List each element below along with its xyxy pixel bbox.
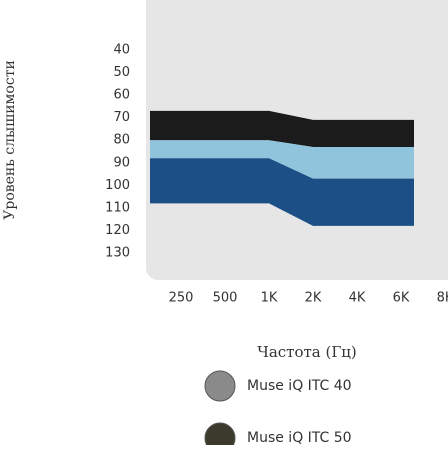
y-tick-label: 90 (113, 155, 130, 170)
x-tick-label: 4K (349, 291, 366, 306)
x-tick-label: 2K (305, 291, 322, 306)
legend-swatch (204, 422, 236, 449)
y-tick-label: 60 (113, 88, 130, 103)
x-tick-label: 1K (261, 291, 278, 306)
band (150, 110, 414, 147)
legend-swatch (204, 370, 236, 402)
y-tick-label: 80 (113, 133, 130, 148)
y-tick-label: 100 (105, 178, 130, 193)
legend-label: Muse iQ ITC 40 (247, 378, 352, 394)
legend-label: Muse iQ ITC 50 (247, 430, 352, 445)
band (150, 140, 414, 179)
x-tick-label: 8K (437, 291, 448, 306)
x-tick-label: 500 (213, 291, 238, 306)
y-tick-label: 110 (105, 200, 130, 215)
x-tick-label: 6K (393, 291, 410, 306)
y-axis-label: Уровень слышимости (2, 60, 18, 220)
x-axis-label: Частота (Гц) (257, 343, 357, 361)
y-tick-label: 70 (113, 110, 130, 125)
x-tick-label: 250 (169, 291, 194, 306)
y-tick-label: 50 (113, 65, 130, 80)
y-tick-label: 40 (113, 43, 130, 58)
band (150, 158, 414, 226)
y-tick-label: 130 (105, 246, 130, 261)
y-tick-label: 120 (105, 223, 130, 238)
